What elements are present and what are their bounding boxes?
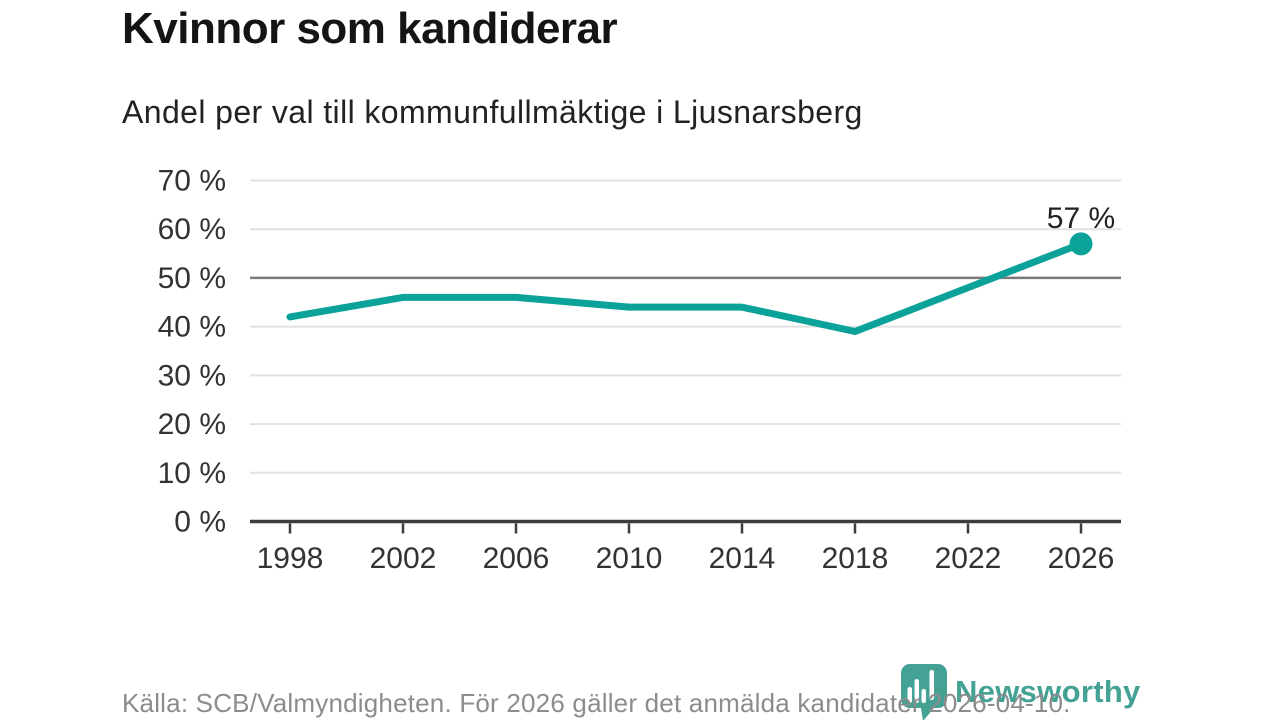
data-line xyxy=(286,240,1085,336)
x-tick-label: 1998 xyxy=(257,542,324,575)
y-tick-label: 70 % xyxy=(158,165,226,198)
source-note: Källa: SCB/Valmyndigheten. För 2026 gäll… xyxy=(122,688,1071,718)
newsworthy-logo: Newsworthy xyxy=(901,662,1161,720)
last-point-marker xyxy=(1069,232,1093,256)
chart-subtitle: Andel per val till kommunfullmäktige i L… xyxy=(122,94,863,130)
y-tick-label: 10 % xyxy=(158,457,226,490)
newsworthy-pin-barchart-icon xyxy=(901,664,947,720)
x-tick-label: 2022 xyxy=(935,542,1002,575)
y-tick-label: 40 % xyxy=(158,311,226,344)
x-tick-label: 2026 xyxy=(1048,542,1115,575)
newsworthy-logo-text: Newsworthy xyxy=(955,674,1141,709)
bar-4 xyxy=(929,670,934,700)
y-tick-label: 0 % xyxy=(174,506,226,539)
x-tick-label: 2018 xyxy=(822,542,889,575)
x-tick-label: 2014 xyxy=(709,542,776,575)
y-tick-label: 30 % xyxy=(158,359,226,392)
bar-3 xyxy=(921,689,926,703)
last-point-label: 57 % xyxy=(1047,202,1115,235)
y-tick-label: 50 % xyxy=(158,262,226,295)
y-tick-label: 60 % xyxy=(158,213,226,246)
x-tick-label: 2002 xyxy=(370,542,437,575)
bar-2 xyxy=(914,679,919,703)
y-tick-label: 20 % xyxy=(158,408,226,441)
chart-title: Kvinnor som kandiderar xyxy=(122,4,618,53)
bar-1 xyxy=(907,687,912,703)
x-tick-label: 2010 xyxy=(596,542,663,575)
x-tick-label: 2006 xyxy=(483,542,550,575)
